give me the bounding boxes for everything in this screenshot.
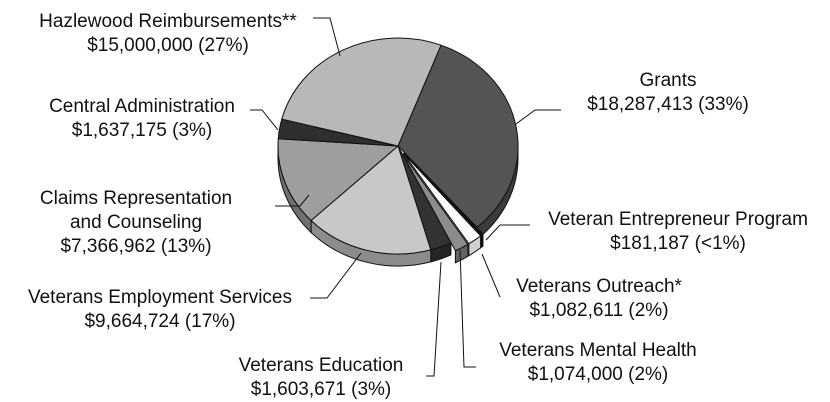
pie-slice-grants-category-text: Grants: [639, 70, 696, 91]
pie-slice-grants-value-text: $18,287,413 (33%): [587, 94, 749, 115]
pie-slice-veteran-entrepreneur-program-category-text: Veteran Entrepreneur Program: [548, 209, 808, 230]
pie-slice-veteran-entrepreneur-program: [403, 152, 484, 237]
pie-slice-claims-representation-and-counseling-category-text: and Counseling: [70, 212, 202, 233]
pie-slice-veterans-outreach-value-text: $1,082,611 (2%): [529, 300, 668, 321]
pie-slice-veterans-outreach-label: Veterans Outreach* $1,082,611 (2%): [516, 276, 682, 321]
pie-slice-veterans-employment-services-leader-line: [310, 252, 362, 299]
pie-slice-grants: [397, 44, 519, 228]
pie-slice-veterans-mental-health-leader-line: [459, 249, 476, 368]
pie-slice-claims-representation-and-counseling-label: Claims Representation and Counseling $7,36…: [40, 188, 232, 257]
pie-slice-hazlewood-reimbursements: [281, 37, 442, 147]
pie-slice-veterans-education-value-text: $1,603,671 (3%): [251, 379, 392, 400]
pie-slice-central-administration-label: Central Administration $1,637,175 (3%): [49, 96, 235, 141]
pie-slice-veterans-mental-health-value-text: $1,074,000 (2%): [528, 364, 669, 385]
pie-slice-veterans-mental-health-category-text: Veterans Mental Health: [499, 340, 697, 361]
pie-slice-claims-representation-and-counseling-leader-line: [275, 194, 310, 207]
pie-slice-hazlewood-reimbursements-leader-line: [313, 17, 341, 57]
pie-slice-grants-leader-line: [515, 109, 561, 125]
pie-slice-veterans-employment-services-value-text: $9,664,724 (17%): [84, 311, 235, 332]
pie-slice-claims-representation-and-counseling-value-text: $7,366,962 (13%): [60, 236, 211, 257]
pie-slice-veterans-employment-services: [310, 145, 432, 255]
pie-slice-veterans-employment-services-label: Veterans Employment Services $9,664,724 (…: [28, 287, 292, 332]
pie-slice-claims-representation-and-counseling-category-text: Claims Representation: [40, 188, 232, 209]
pie-slice-veterans-employment-services-category-text: Veterans Employment Services: [28, 287, 292, 308]
pie-slice-veterans-mental-health-label: Veterans Mental Health $1,074,000 (2%): [499, 340, 697, 385]
pie-slice-hazlewood-reimbursements-label: Hazlewood Reimbursements** $15,000,000 (2…: [39, 11, 297, 56]
pie-slice-veteran-entrepreneur-program-value-text: $181,187 (<1%): [610, 233, 746, 254]
pie-slice-veterans-education-leader-line: [426, 261, 442, 377]
pie-slice-veterans-outreach: [402, 152, 482, 245]
pie-slice-veterans-outreach-category-text: Veterans Outreach*: [516, 276, 682, 297]
pie-slice-central-administration-leader-line: [250, 109, 279, 131]
pie-slice-veteran-entrepreneur-program-leader-line: [485, 224, 530, 241]
pie-slice-veteran-entrepreneur-program-label: Veteran Entrepreneur Program $181,187 (<1…: [548, 209, 808, 254]
pie-slice-veteran-entrepreneur-program-side: [480, 233, 484, 249]
pie-slice-central-administration-category-text: Central Administration: [49, 96, 235, 117]
pie-slice-hazlewood-reimbursements-value-text: $15,000,000 (27%): [87, 35, 249, 56]
pie-slice-hazlewood-reimbursements-category-text: Hazlewood Reimbursements**: [39, 11, 297, 32]
pie-slice-central-administration-value-text: $1,637,175 (3%): [72, 120, 213, 141]
pie-slice-veterans-education-label: Veterans Education $1,603,671 (3%): [239, 355, 404, 400]
pie-slice-veterans-education-category-text: Veterans Education: [239, 355, 404, 376]
pie-slice-veterans-mental-health: [402, 153, 469, 252]
pie-slice-veterans-outreach-leader-line: [481, 253, 501, 298]
pie-slice-grants-label: Grants $18,287,413 (33%): [587, 70, 749, 115]
pie-slice-claims-representation-and-counseling: [277, 138, 400, 222]
